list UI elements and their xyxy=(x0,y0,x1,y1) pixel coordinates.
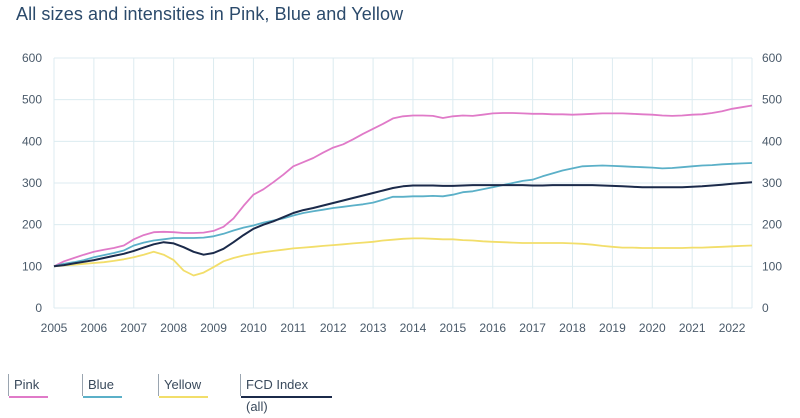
legend-item-fcd-index[interactable]: FCD Index (all) xyxy=(240,374,332,414)
y-tick-label-left: 200 xyxy=(22,218,42,232)
legend-swatch-blue xyxy=(83,396,122,398)
x-axis: 2005 2006 2007 2008 2009 2010 2011 2012 2013 2014… xyxy=(41,321,746,335)
legend-label: Yellow xyxy=(164,377,202,392)
y-tick-label-left: 600 xyxy=(22,51,42,65)
series-line-yellow xyxy=(53,237,753,277)
series-line-blue xyxy=(53,162,753,268)
x-tick-label: 2020 xyxy=(639,321,666,335)
x-tick-label: 2007 xyxy=(120,321,147,335)
x-tick-label: 2019 xyxy=(599,321,626,335)
x-tick-label: 2014 xyxy=(400,321,427,335)
series-line-fcd-index-all xyxy=(53,181,753,268)
y-tick-label-right: 200 xyxy=(762,218,782,232)
legend-item-blue[interactable]: Blue xyxy=(82,374,122,398)
chart-title: All sizes and intensities in Pink, Blue … xyxy=(16,4,404,24)
y-tick-label-left: 500 xyxy=(22,93,42,107)
x-tick-label: 2016 xyxy=(479,321,506,335)
y-tick-label-right: 500 xyxy=(762,93,782,107)
series-lines xyxy=(53,104,753,277)
x-tick-label: 2022 xyxy=(719,321,746,335)
series-line-pink xyxy=(53,104,753,268)
y-tick-label-right: 0 xyxy=(762,301,769,315)
y-tick-label-right: 300 xyxy=(762,176,782,190)
legend-label: Blue xyxy=(88,377,115,392)
y-tick-label-right: 600 xyxy=(762,51,782,65)
x-tick-label: 2012 xyxy=(320,321,347,335)
legend: Pink Blue Yellow FCD Index (all) xyxy=(8,374,798,414)
y-tick-label-right: 100 xyxy=(762,259,782,273)
legend-item-pink[interactable]: Pink xyxy=(8,374,48,398)
legend-swatch-fcd-index xyxy=(241,396,332,398)
x-tick-label: 2018 xyxy=(559,321,586,335)
y-axis-left: 0 100 200 300 400 500 600 xyxy=(22,51,42,315)
y-tick-label-right: 400 xyxy=(762,134,782,148)
legend-label: Pink xyxy=(14,377,40,392)
x-tick-label: 2005 xyxy=(41,321,68,335)
x-tick-label: 2021 xyxy=(679,321,706,335)
x-tick-label: 2011 xyxy=(280,321,306,335)
legend-item-yellow[interactable]: Yellow xyxy=(158,374,208,398)
x-tick-label: 2015 xyxy=(440,321,467,335)
y-tick-label-left: 400 xyxy=(22,134,42,148)
y-tick-label-left: 300 xyxy=(22,176,42,190)
grid xyxy=(53,57,753,309)
y-axis-right: 0 100 200 300 400 500 600 xyxy=(762,51,782,315)
legend-swatch-pink xyxy=(9,396,48,398)
x-tick-label: 2009 xyxy=(200,321,227,335)
x-tick-label: 2006 xyxy=(81,321,108,335)
legend-swatch-yellow xyxy=(159,396,208,398)
x-tick-label: 2013 xyxy=(360,321,387,335)
x-tick-label: 2010 xyxy=(240,321,267,335)
x-tick-label: 2017 xyxy=(519,321,546,335)
y-tick-label-left: 100 xyxy=(22,259,42,273)
x-tick-label: 2008 xyxy=(160,321,187,335)
y-tick-label-left: 0 xyxy=(35,301,42,315)
